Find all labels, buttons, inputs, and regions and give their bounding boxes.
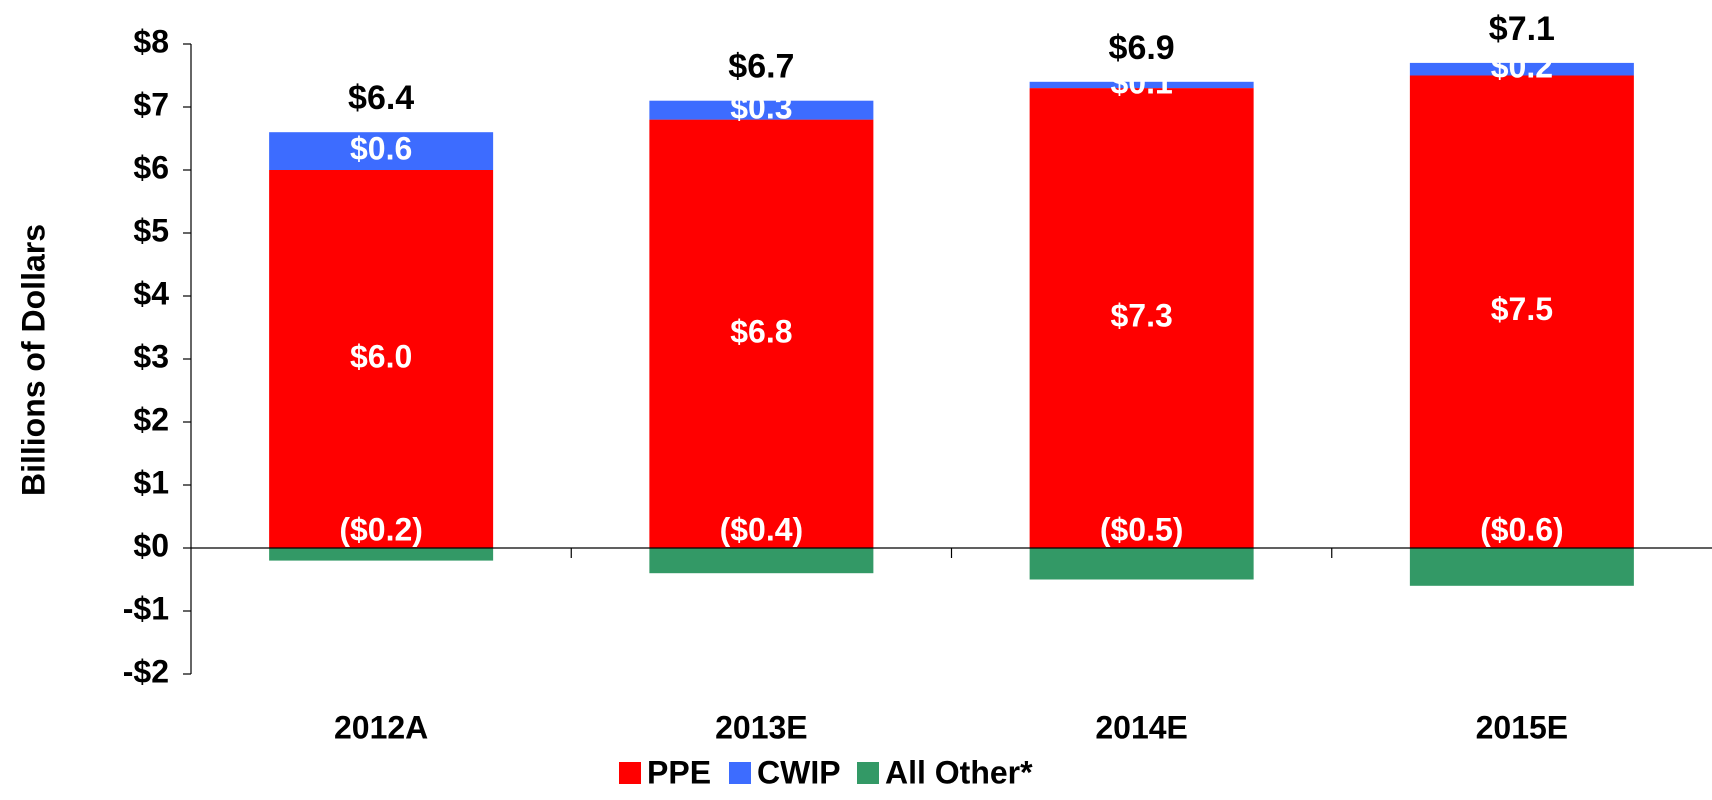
y-tick-label: $5 [133, 212, 169, 248]
bar-segment [649, 119, 874, 548]
data-label: $0.6 [350, 131, 412, 167]
y-tick-label: $0 [133, 527, 169, 563]
total-label: $6.4 [348, 79, 414, 117]
data-label: ($0.5) [1100, 511, 1184, 547]
bar-segment [1409, 75, 1634, 548]
data-label: $0.1 [1110, 64, 1172, 100]
y-tick-label: $6 [133, 149, 169, 185]
data-label: $0.3 [730, 90, 792, 126]
y-tick-label: $1 [133, 464, 169, 500]
y-tick-label: $2 [133, 401, 169, 437]
y-tick-label: -$1 [123, 590, 169, 626]
bar-segment [269, 170, 494, 548]
data-label: $6.8 [730, 313, 792, 349]
y-tick-label: $7 [133, 86, 169, 122]
y-tick-label: $8 [133, 23, 169, 59]
total-label: $6.9 [1109, 29, 1175, 67]
data-label: $7.5 [1491, 291, 1553, 327]
x-tick-label: 2013E [715, 709, 808, 745]
bar-segment [269, 548, 494, 561]
bar-segment [649, 100, 874, 120]
data-label: $6.0 [350, 338, 412, 374]
data-label: $7.3 [1110, 298, 1172, 334]
bar-segment [649, 548, 874, 574]
bar-segment [1029, 548, 1254, 580]
y-tick-label: -$2 [123, 653, 169, 689]
x-tick-label: 2015E [1476, 709, 1569, 745]
bar-segment [1029, 88, 1254, 548]
data-label: $0.2 [1491, 49, 1553, 85]
total-label: $7.1 [1489, 10, 1555, 48]
bar-segment [1029, 81, 1254, 89]
legend-label: PPE [647, 754, 711, 790]
y-tick-label: $4 [133, 275, 169, 311]
data-label: ($0.6) [1480, 511, 1564, 547]
legend-swatch [857, 762, 879, 784]
total-label: $6.7 [728, 48, 794, 86]
x-tick-label: 2014E [1095, 709, 1188, 745]
y-tick-label: $3 [133, 338, 169, 374]
bar-segment [1409, 548, 1634, 586]
y-axis-label: Billions of Dollars [15, 224, 51, 496]
data-label: ($0.2) [339, 511, 423, 547]
legend-swatch [619, 762, 641, 784]
bar-segment [269, 132, 494, 170]
legend-label: All Other* [885, 754, 1033, 790]
legend-swatch [729, 762, 751, 784]
bar-segment [1409, 62, 1634, 76]
data-label: ($0.4) [720, 511, 804, 547]
x-tick-label: 2012A [334, 709, 428, 745]
legend-label: CWIP [757, 754, 841, 790]
